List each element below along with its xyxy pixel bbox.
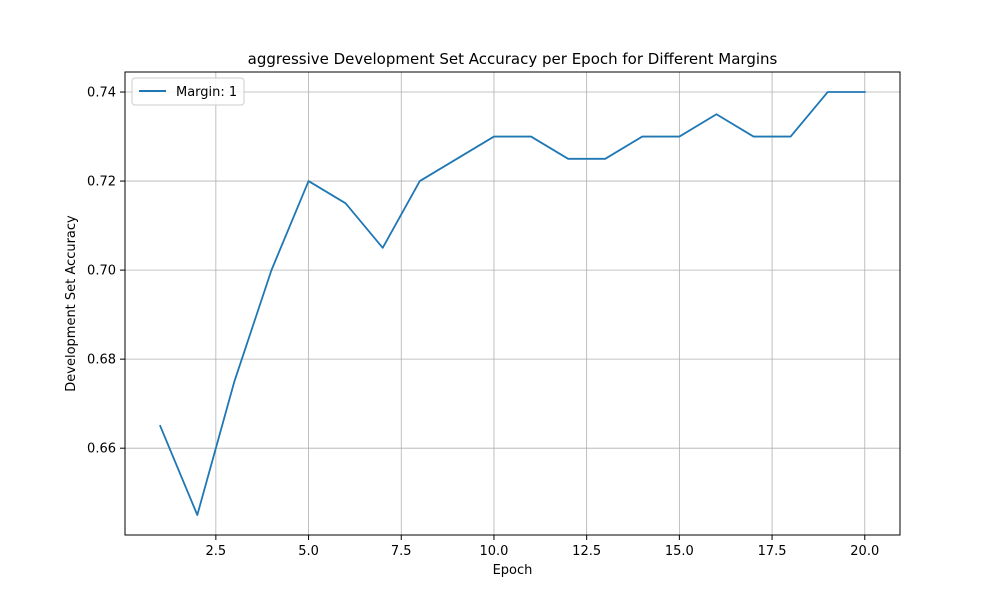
y-axis-label: Development Set Accuracy bbox=[64, 215, 79, 392]
legend-box bbox=[131, 77, 245, 106]
chart-title: aggressive Development Set Accuracy per … bbox=[248, 50, 778, 68]
x-axis-ticks: 2.5 5.0 7.5 10.0 12.5 15.0 17.5 20.0 bbox=[206, 535, 879, 559]
series-line-0 bbox=[159, 91, 866, 516]
x-tick-label: 2.5 bbox=[206, 544, 227, 559]
y-tick-label: 0.74 bbox=[87, 86, 116, 101]
grid-lines bbox=[125, 72, 900, 535]
y-tick-label: 0.68 bbox=[87, 353, 116, 368]
x-tick-label: 12.5 bbox=[572, 544, 601, 559]
x-axis-label: Epoch bbox=[493, 563, 533, 578]
x-tick-label: 5.0 bbox=[298, 544, 319, 559]
y-axis-ticks: 0.66 0.68 0.70 0.72 0.74 bbox=[87, 86, 125, 457]
y-tick-label: 0.70 bbox=[87, 264, 116, 279]
x-tick-label: 15.0 bbox=[665, 544, 694, 559]
legend-entry-label: Margin: 1 bbox=[176, 85, 237, 100]
x-tick-label: 7.5 bbox=[391, 544, 412, 559]
legend: Margin: 1 bbox=[131, 77, 245, 106]
series-layer bbox=[159, 91, 866, 516]
x-tick-label: 10.0 bbox=[479, 544, 508, 559]
x-tick-label: 20.0 bbox=[850, 544, 879, 559]
plot-area-frame bbox=[124, 71, 901, 536]
x-tick-label: 17.5 bbox=[758, 544, 787, 559]
y-tick-label: 0.66 bbox=[87, 442, 116, 457]
y-tick-label: 0.72 bbox=[87, 175, 116, 190]
